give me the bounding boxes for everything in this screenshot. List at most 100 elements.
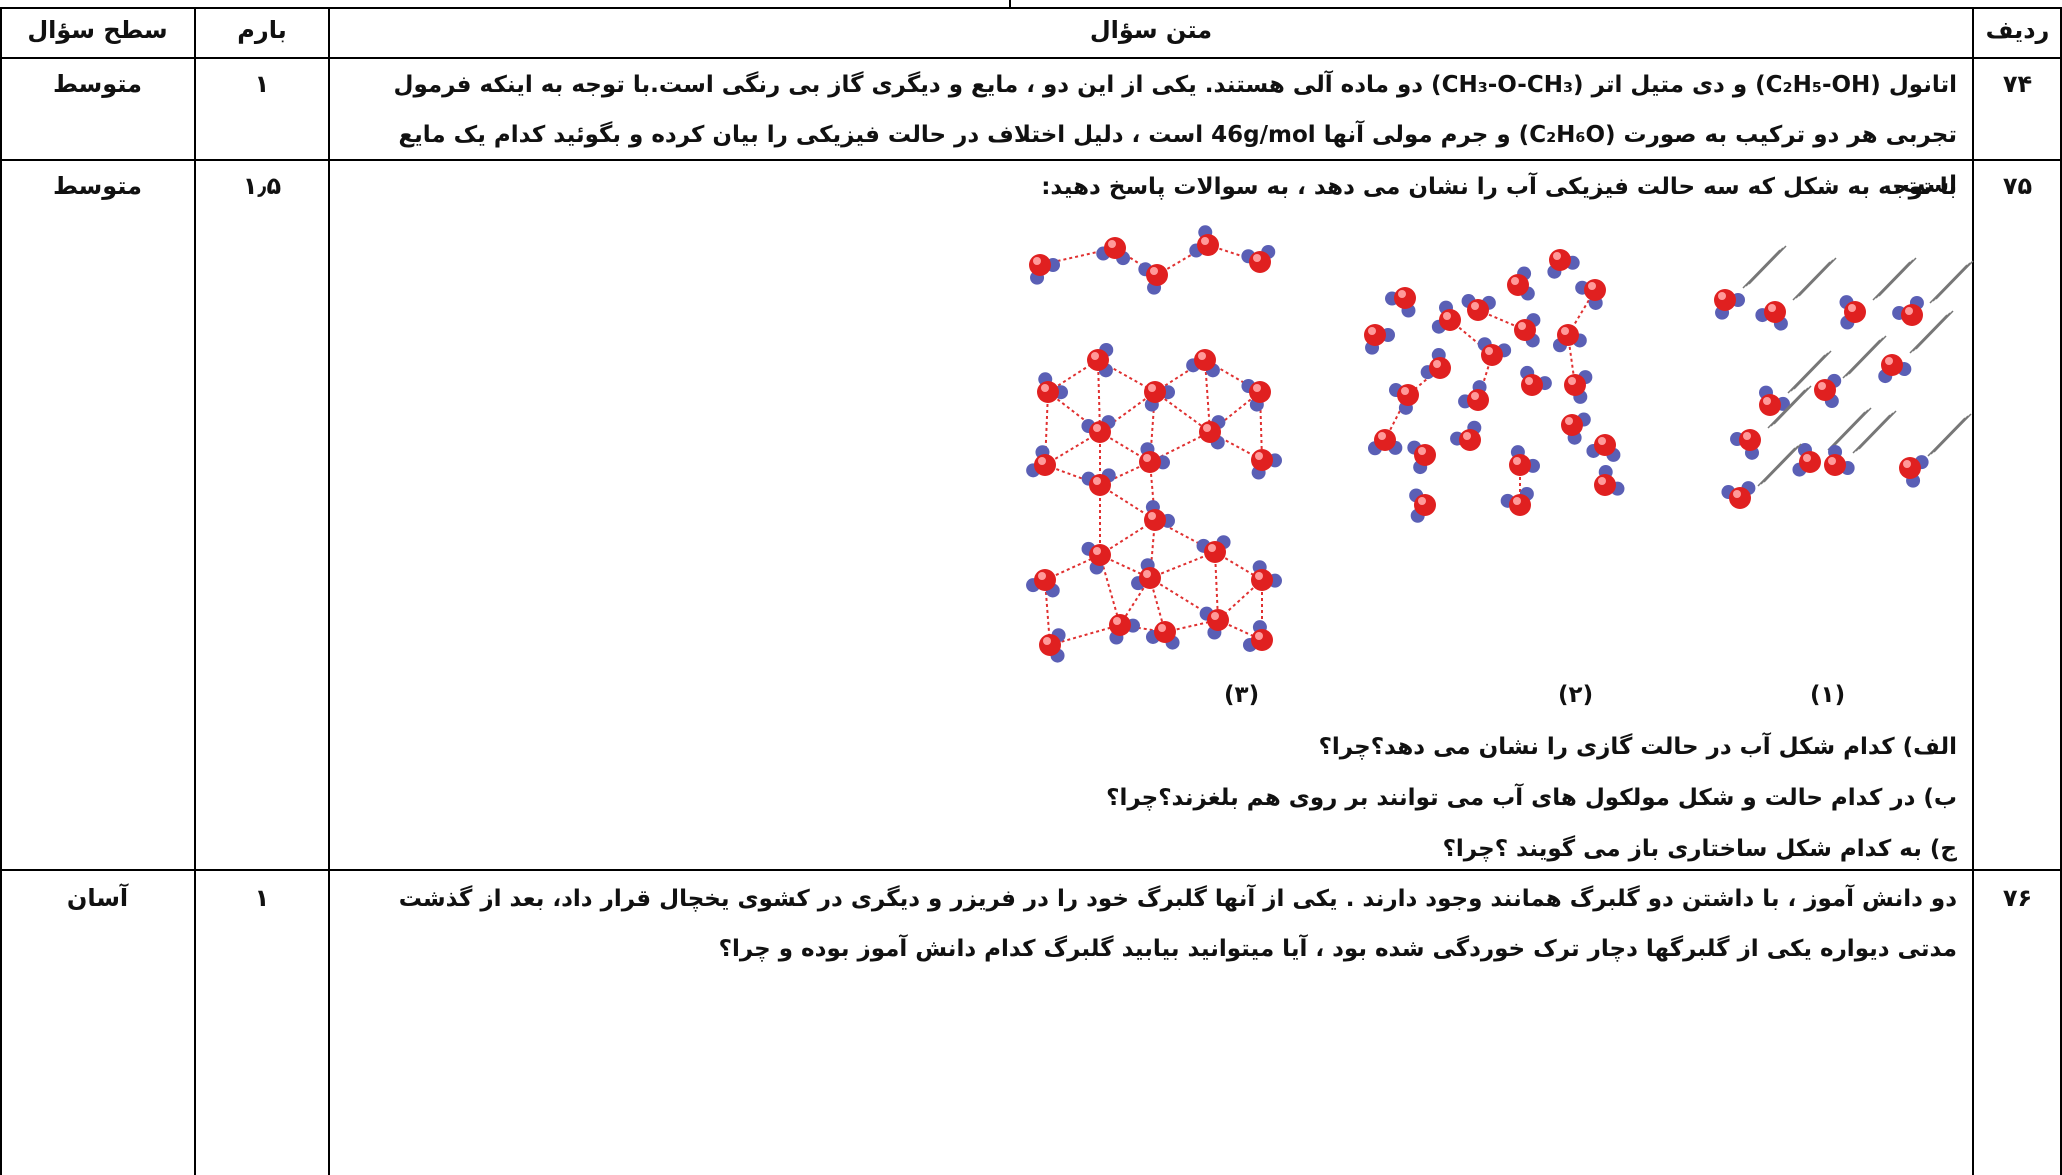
highlight: [1818, 382, 1826, 390]
highlight: [1038, 572, 1046, 580]
highlight: [1108, 240, 1116, 248]
highlight: [1398, 290, 1406, 298]
oxygen: [1194, 349, 1216, 371]
highlight: [1093, 547, 1101, 555]
oxygen: [1139, 451, 1161, 473]
highlight: [1148, 512, 1156, 520]
score: ۱: [254, 70, 270, 98]
figure-label: (۲): [1558, 682, 1594, 708]
hydrogen-bond: [1259, 391, 1263, 461]
oxygen: [1509, 454, 1531, 476]
motion-trail: [1875, 259, 1914, 299]
oxygen: [1564, 374, 1586, 396]
hydrogen-bond: [1097, 359, 1101, 433]
motion-trail: [1909, 314, 1948, 354]
motion-trail: [1770, 387, 1809, 427]
hydrogen-bond: [1204, 359, 1211, 433]
highlight: [1143, 570, 1151, 578]
motion-trail: [1830, 409, 1869, 449]
highlight: [1043, 637, 1051, 645]
motion-trail: [1742, 249, 1781, 289]
score: ۱٫۵: [242, 172, 282, 200]
motion-trail: [1833, 407, 1872, 447]
motion-trail: [1848, 335, 1887, 375]
highlight: [1598, 437, 1606, 445]
motion-trail: [1798, 257, 1837, 297]
highlight: [1768, 304, 1776, 312]
hydrogen-bond: [1044, 431, 1101, 466]
motion-trail: [1748, 245, 1787, 285]
motion-trail: [1930, 415, 1969, 455]
highlight: [1033, 257, 1041, 265]
header-cell: متن سؤال: [1089, 16, 1213, 44]
highlight: [1565, 417, 1573, 425]
oxygen: [1251, 569, 1273, 591]
question-text: با توجه به شکل که سه حالت فیزیکی آب را ن…: [1041, 174, 1957, 200]
header-cell: ردیف: [1985, 16, 2050, 44]
highlight: [1198, 352, 1206, 360]
highlight: [1208, 544, 1216, 552]
oxygen: [1154, 621, 1176, 643]
motion-trail: [1878, 257, 1917, 297]
oxygen: [1034, 454, 1056, 476]
motion-trail: [1767, 389, 1806, 429]
motion-trail: [1872, 261, 1911, 301]
highlight: [1905, 307, 1913, 315]
motion-trail: [1792, 261, 1831, 301]
oxygen: [1207, 609, 1229, 631]
oxygen: [1844, 301, 1866, 323]
oxygen: [1739, 429, 1761, 451]
oxygen: [1824, 454, 1846, 476]
highlight: [1513, 457, 1521, 465]
oxygen: [1759, 394, 1781, 416]
motion-trail: [1827, 411, 1866, 451]
water-states-figure: [1026, 225, 1974, 663]
oxygen: [1029, 254, 1051, 276]
highlight: [1885, 357, 1893, 365]
oxygen: [1507, 274, 1529, 296]
hydrogen-bond: [1149, 431, 1211, 463]
oxygen: [1414, 444, 1436, 466]
highlight: [1158, 624, 1166, 632]
oxygen: [1251, 629, 1273, 651]
motion-trail: [1912, 312, 1951, 352]
oxygen: [1594, 474, 1616, 496]
highlight: [1041, 384, 1049, 392]
highlight: [1803, 454, 1811, 462]
oxygen: [1729, 487, 1751, 509]
oxygen: [1204, 541, 1226, 563]
oxygen: [1197, 234, 1219, 256]
highlight: [1211, 612, 1219, 620]
level: متوسط: [52, 70, 142, 98]
oxygen: [1764, 301, 1786, 323]
oxygen: [1249, 251, 1271, 273]
highlight: [1733, 490, 1741, 498]
oxygen: [1799, 451, 1821, 473]
sub-question: ب) در کدام حالت و شکل مولکول های آب می ت…: [1106, 785, 1957, 811]
oxygen: [1549, 249, 1571, 271]
highlight: [1255, 452, 1263, 460]
highlight: [1401, 387, 1409, 395]
oxygen: [1249, 381, 1271, 403]
level: آسان: [66, 884, 129, 912]
highlight: [1418, 447, 1426, 455]
question-text: دو دانش آموز ، با داشتن دو گلبرگ همانند …: [398, 886, 1957, 962]
oxygen: [1429, 357, 1451, 379]
header-cell: سطح سؤال: [27, 16, 168, 44]
score: ۱: [254, 884, 270, 912]
oxygen: [1584, 279, 1606, 301]
oxygen: [1814, 379, 1836, 401]
highlight: [1093, 424, 1101, 432]
oxygen: [1481, 344, 1503, 366]
highlight: [1513, 497, 1521, 505]
highlight: [1038, 457, 1046, 465]
row-number: ۷۵: [2002, 172, 2033, 200]
oxygen: [1514, 319, 1536, 341]
oxygen: [1364, 324, 1386, 346]
highlight: [1718, 292, 1726, 300]
motion-trail: [1745, 247, 1784, 287]
hydrogen-bond: [1209, 391, 1261, 433]
motion-trail: [1929, 264, 1968, 304]
